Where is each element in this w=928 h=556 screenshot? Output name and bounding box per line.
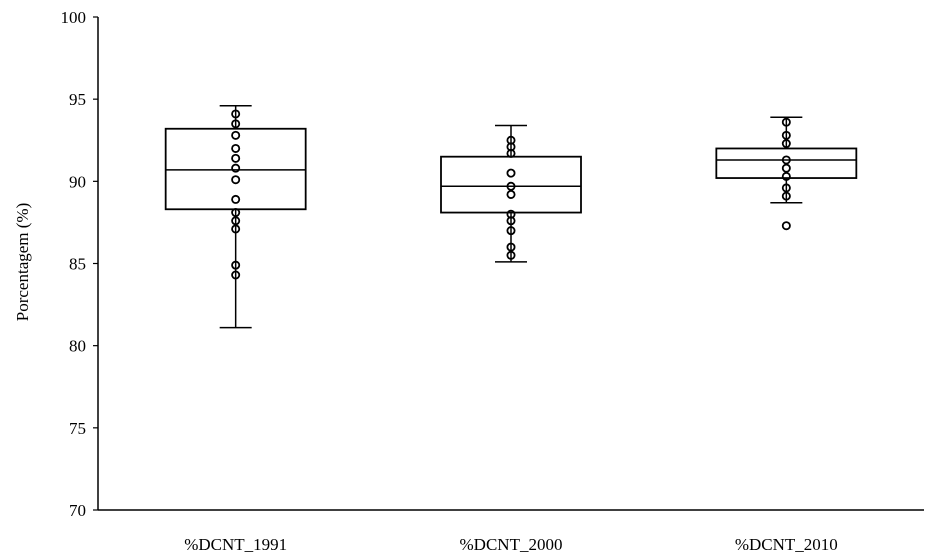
data-point xyxy=(231,153,241,163)
box-iqr xyxy=(164,127,307,211)
x-axis: %DCNT_1991 %DCNT_2000 %DCNT_2010 xyxy=(98,509,924,554)
y-tick-label: 70 xyxy=(69,501,86,520)
data-point xyxy=(231,260,241,270)
data-point xyxy=(781,171,791,181)
x-tick-label: %DCNT_2000 xyxy=(460,535,563,554)
x-tick-label: %DCNT_1991 xyxy=(184,535,287,554)
data-point xyxy=(506,209,516,219)
x-tick-label: %DCNT_2010 xyxy=(735,535,838,554)
data-point xyxy=(506,168,516,178)
data-point xyxy=(231,175,241,185)
data-point xyxy=(781,155,791,165)
data-point xyxy=(231,163,241,173)
data-point xyxy=(506,226,516,236)
data-point xyxy=(781,139,791,149)
data-point xyxy=(781,163,791,173)
data-point xyxy=(231,224,241,234)
data-point xyxy=(506,181,516,191)
y-axis-label: Porcentagem (%) xyxy=(13,203,32,321)
data-point xyxy=(506,242,516,252)
outlier-point xyxy=(781,221,791,231)
data-point xyxy=(506,135,516,145)
y-tick-label: 80 xyxy=(69,337,86,356)
data-point xyxy=(506,250,516,260)
y-tick-label: 85 xyxy=(69,255,86,274)
y-tick-label: 75 xyxy=(69,419,86,438)
data-point xyxy=(231,143,241,153)
data-point xyxy=(506,189,516,199)
data-point xyxy=(781,183,791,193)
data-point xyxy=(781,130,791,140)
boxes xyxy=(164,104,858,329)
data-point xyxy=(231,119,241,129)
data-point xyxy=(231,208,241,218)
box-group xyxy=(164,104,307,329)
data-point xyxy=(231,216,241,226)
data-point xyxy=(781,117,791,127)
box-iqr xyxy=(440,155,582,214)
y-tick-label: 95 xyxy=(69,90,86,109)
data-point xyxy=(231,130,241,140)
data-point xyxy=(231,270,241,280)
data-point xyxy=(231,109,241,119)
y-tick-label: 90 xyxy=(69,172,86,191)
y-tick-label: 100 xyxy=(61,8,87,27)
y-axis: 70 75 80 85 90 95 100 xyxy=(61,8,99,520)
data-point xyxy=(781,191,791,201)
data-point xyxy=(231,194,241,204)
box-group xyxy=(440,124,582,263)
box-group xyxy=(715,116,858,231)
